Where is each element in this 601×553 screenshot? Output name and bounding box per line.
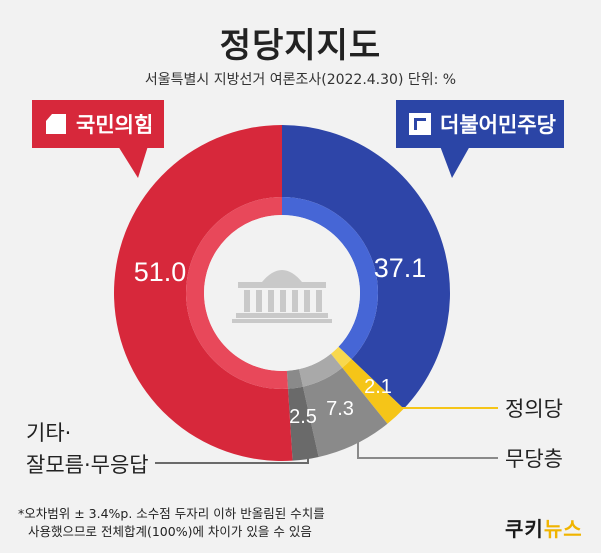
other-leader-line — [155, 445, 309, 464]
none-leader-line — [357, 428, 498, 459]
slice-label-other: 2.5 — [289, 406, 317, 428]
dpk-badge-pointer — [440, 146, 470, 178]
brand-part-1: 쿠키 — [505, 517, 544, 541]
brand-logo: 쿠키뉴스 — [505, 513, 583, 542]
slice-label-justice: 2.1 — [364, 376, 392, 398]
donut-slice-none — [302, 367, 388, 457]
footnote-line-2: 사용했으므로 전체합계(100%)에 차이가 있을 수 있음 — [28, 524, 312, 539]
external-label-justice: 정의당 — [505, 397, 563, 421]
chart-title: 정당지지도 — [219, 26, 382, 66]
footnote-line-1: *오차범위 ± 3.4%p. 소수점 두자리 이하 반올림된 수치를 — [18, 506, 325, 521]
donut-slices — [114, 125, 451, 461]
ppp-logo-icon — [46, 114, 66, 134]
donut-inner-ring-other — [286, 369, 303, 389]
slice-label-none: 7.3 — [326, 398, 354, 420]
external-label-none: 무당층 — [505, 447, 563, 471]
chart-subtitle: 서울특별시 지방선거 여론조사(2022.4.30) 단위: % — [144, 72, 457, 88]
footnote: *오차범위 ± 3.4%p. 소수점 두자리 이하 반올림된 수치를 사용했으므… — [18, 505, 325, 541]
donut-inner-ring-none — [299, 353, 343, 387]
dpk-logo-icon — [409, 113, 431, 135]
donut-slice-other — [288, 386, 319, 461]
ppp-badge: 국민의힘 — [32, 100, 164, 148]
donut-slice-dpk — [282, 125, 451, 409]
donut-slice-justice — [342, 359, 404, 424]
donut-inner-ring-justice — [330, 346, 352, 368]
assembly-building-icon — [232, 270, 332, 323]
donut-slice-ppp — [114, 125, 293, 461]
dpk-badge: 더불어민주당 — [396, 100, 564, 148]
donut-inner-ring-ppp — [186, 197, 289, 389]
ppp-badge-label: 국민의힘 — [76, 113, 154, 137]
dpk-badge-label: 더불어민주당 — [440, 113, 556, 137]
donut-inner-ring — [186, 197, 379, 389]
external-label-other-1: 기타· — [26, 421, 71, 445]
donut-inner-ring-dpk — [282, 197, 379, 360]
ppp-badge-pointer — [118, 146, 148, 178]
slice-label-ppp: 51.0 — [134, 257, 187, 287]
slice-label-dpk: 37.1 — [374, 253, 427, 283]
brand-part-2: 뉴스 — [543, 517, 583, 541]
external-label-other-2: 잘모름·무응답 — [26, 453, 149, 477]
